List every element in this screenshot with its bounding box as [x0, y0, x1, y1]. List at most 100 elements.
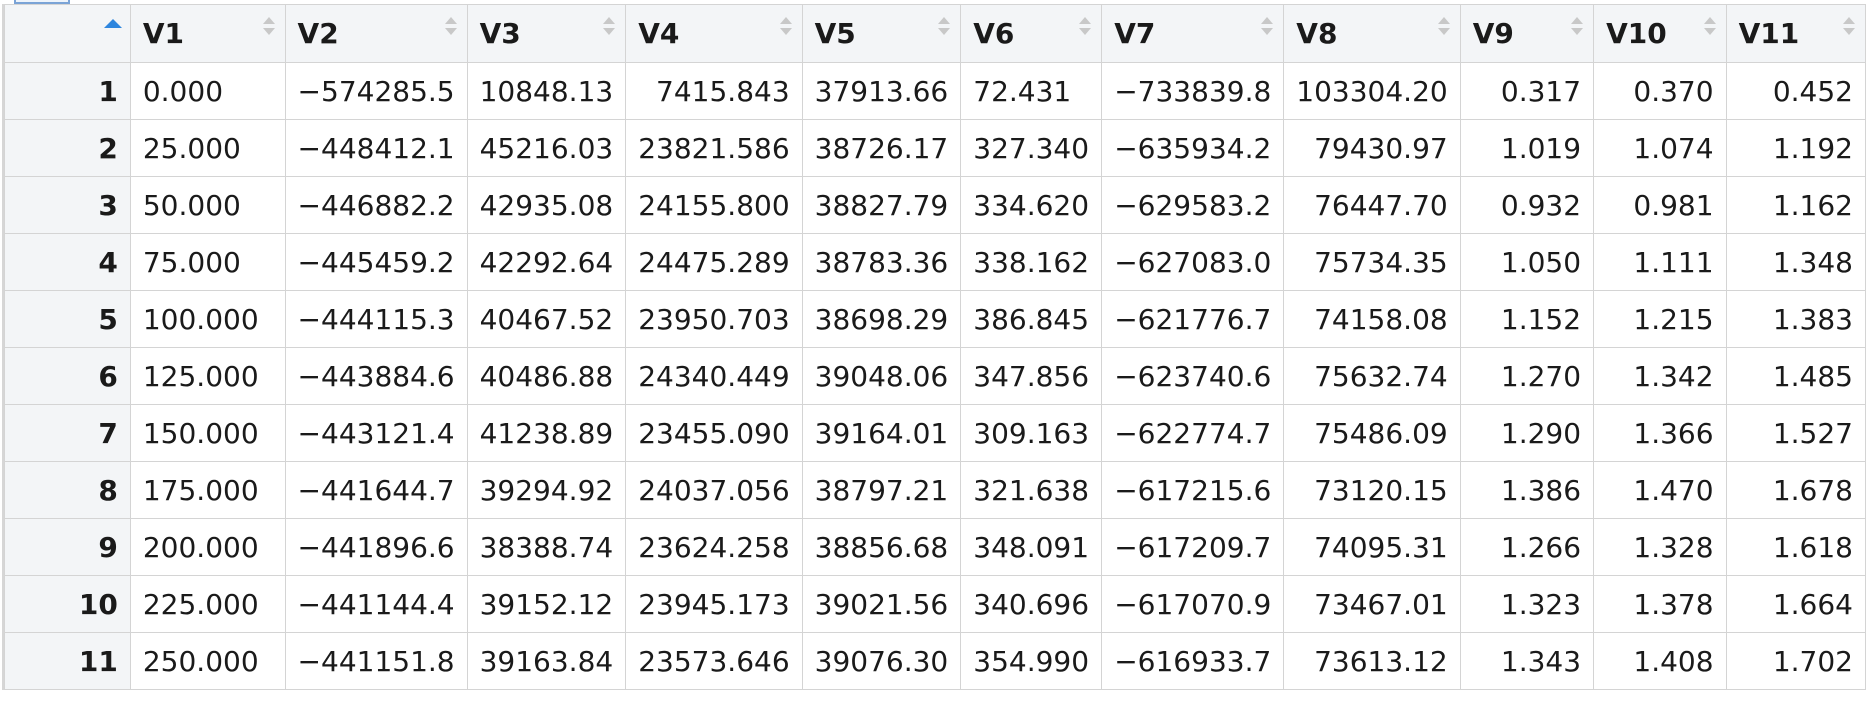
table-row[interactable]: 11 250.000 −441151.8 39163.84 23573.646 39076…	[4, 632, 1866, 690]
table-cell-v8: 75734.35	[1283, 233, 1461, 291]
table-cell-v8: 74158.08	[1283, 290, 1461, 348]
table-cell-v6: 309.163	[960, 404, 1103, 462]
table-cell-v5: 37913.66	[801, 62, 962, 120]
column-header-label: V5	[814, 17, 856, 50]
table-cell-v3: 39163.84	[466, 632, 627, 690]
table-cell-v10: 1.408	[1593, 632, 1727, 690]
table-cell-v10: 0.370	[1593, 62, 1727, 120]
row-number: 6	[4, 347, 131, 405]
column-header-v3[interactable]: V3	[466, 4, 627, 63]
table-cell-v2: −444115.3	[284, 290, 468, 348]
table-cell-v4: 23573.646	[625, 632, 803, 690]
column-header-v5[interactable]: V5	[801, 4, 962, 63]
table-cell-v1: 175.000	[129, 461, 286, 519]
column-header-v2[interactable]: V2	[284, 4, 468, 63]
sort-icon[interactable]	[262, 15, 275, 37]
table-cell-v5: 38797.21	[801, 461, 962, 519]
table-cell-v4: 23821.586	[625, 119, 803, 177]
table-cell-v9: 1.343	[1459, 632, 1595, 690]
column-header-label: V6	[973, 17, 1015, 50]
table-cell-v7: −629583.2	[1101, 176, 1285, 234]
sort-icon[interactable]	[1437, 15, 1450, 37]
table-cell-v5: 39021.56	[801, 575, 962, 633]
table-cell-v8: 75632.74	[1283, 347, 1461, 405]
row-number-header[interactable]	[4, 4, 131, 63]
table-cell-v8: 79430.97	[1283, 119, 1461, 177]
table-cell-v10: 1.074	[1593, 119, 1727, 177]
table-cell-v2: −445459.2	[284, 233, 468, 291]
top-scroll-tab[interactable]	[14, 0, 70, 4]
table-cell-v3: 41238.89	[466, 404, 627, 462]
table-cell-v7: −621776.7	[1101, 290, 1285, 348]
table-cell-v6: 347.856	[960, 347, 1103, 405]
sort-icon[interactable]	[779, 15, 792, 37]
data-table: V1 V2 V3 V4 V5 V6 V7 V8 V9 V10 V11 1 0.000 −574285.5…	[4, 4, 1866, 690]
table-row[interactable]: 6 125.000 −443884.6 40486.88 24340.449 39048.…	[4, 347, 1866, 405]
column-header-label: V7	[1114, 17, 1156, 50]
table-cell-v11: 1.162	[1725, 176, 1866, 234]
table-cell-v5: 39076.30	[801, 632, 962, 690]
sort-icon[interactable]	[1843, 15, 1855, 37]
table-cell-v6: 72.431	[960, 62, 1103, 120]
table-row[interactable]: 5 100.000 −444115.3 40467.52 23950.703 38698.…	[4, 290, 1866, 348]
table-cell-v1: 150.000	[129, 404, 286, 462]
column-header-v11[interactable]: V11	[1725, 4, 1866, 63]
table-cell-v8: 103304.20	[1283, 62, 1461, 120]
table-row[interactable]: 3 50.000 −446882.2 42935.08 24155.800 38827.7…	[4, 176, 1866, 234]
column-header-v6[interactable]: V6	[960, 4, 1103, 63]
sort-icon[interactable]	[603, 15, 616, 37]
row-number: 10	[4, 575, 131, 633]
table-cell-v10: 1.328	[1593, 518, 1727, 576]
table-cell-v9: 1.270	[1459, 347, 1595, 405]
sort-ascending-icon[interactable]	[103, 19, 122, 28]
table-row[interactable]: 4 75.000 −445459.2 42292.64 24475.289 38783.3…	[4, 233, 1866, 291]
sort-icon[interactable]	[1079, 15, 1092, 37]
table-cell-v3: 40467.52	[466, 290, 627, 348]
sort-icon[interactable]	[1703, 15, 1716, 37]
table-cell-v10: 1.342	[1593, 347, 1727, 405]
column-header-label: V9	[1472, 17, 1514, 50]
column-header-v1[interactable]: V1	[129, 4, 286, 63]
sort-icon[interactable]	[938, 15, 951, 37]
table-cell-v8: 74095.31	[1283, 518, 1461, 576]
sort-icon[interactable]	[1261, 15, 1274, 37]
table-cell-v4: 23950.703	[625, 290, 803, 348]
table-cell-v9: 1.323	[1459, 575, 1595, 633]
table-row[interactable]: 10 225.000 −441144.4 39152.12 23945.173 39021…	[4, 575, 1866, 633]
sort-icon[interactable]	[444, 15, 457, 37]
table-cell-v7: −635934.2	[1101, 119, 1285, 177]
table-cell-v6: 354.990	[960, 632, 1103, 690]
table-row[interactable]: 7 150.000 −443121.4 41238.89 23455.090 39164.…	[4, 404, 1866, 462]
table-cell-v3: 39152.12	[466, 575, 627, 633]
table-row[interactable]: 1 0.000 −574285.5 10848.13 7415.843 37913.66 7…	[4, 62, 1866, 120]
table-cell-v1: 100.000	[129, 290, 286, 348]
table-cell-v5: 38783.36	[801, 233, 962, 291]
table-cell-v5: 38827.79	[801, 176, 962, 234]
sort-icon[interactable]	[1571, 15, 1584, 37]
table-cell-v6: 321.638	[960, 461, 1103, 519]
column-header-v9[interactable]: V9	[1459, 4, 1595, 63]
table-cell-v9: 1.152	[1459, 290, 1595, 348]
table-row[interactable]: 2 25.000 −448412.1 45216.03 23821.586 38726.1…	[4, 119, 1866, 177]
row-number: 9	[4, 518, 131, 576]
table-cell-v2: −443121.4	[284, 404, 468, 462]
table-cell-v11: 0.452	[1725, 62, 1866, 120]
table-row[interactable]: 9 200.000 −441896.6 38388.74 23624.258 38856.…	[4, 518, 1866, 576]
column-header-v7[interactable]: V7	[1101, 4, 1285, 63]
table-cell-v11: 1.618	[1725, 518, 1866, 576]
table-cell-v4: 23455.090	[625, 404, 803, 462]
table-cell-v9: 0.932	[1459, 176, 1595, 234]
column-header-v4[interactable]: V4	[625, 4, 803, 63]
column-header-v10[interactable]: V10	[1593, 4, 1727, 63]
row-number: 3	[4, 176, 131, 234]
table-row[interactable]: 8 175.000 −441644.7 39294.92 24037.056 38797.…	[4, 461, 1866, 519]
table-cell-v9: 1.266	[1459, 518, 1595, 576]
column-header-label: V1	[142, 17, 184, 50]
table-cell-v10: 0.981	[1593, 176, 1727, 234]
table-cell-v10: 1.470	[1593, 461, 1727, 519]
table-cell-v5: 38856.68	[801, 518, 962, 576]
table-cell-v11: 1.348	[1725, 233, 1866, 291]
table-cell-v9: 0.317	[1459, 62, 1595, 120]
column-header-v8[interactable]: V8	[1283, 4, 1461, 63]
table-cell-v7: −623740.6	[1101, 347, 1285, 405]
